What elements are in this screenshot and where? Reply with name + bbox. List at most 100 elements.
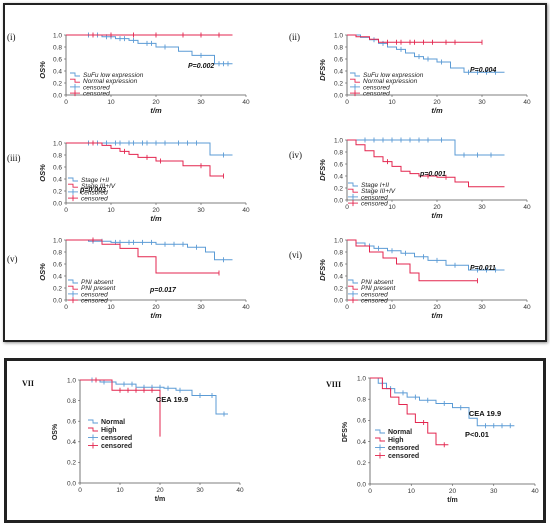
x-tick-label: 10 <box>408 488 416 495</box>
legend-line-symbol <box>348 188 358 193</box>
legend-line-symbol <box>88 419 98 424</box>
y-tick-label: 0.4 <box>67 439 76 446</box>
x-tick-label: 20 <box>152 207 160 214</box>
x-tick-label: 0 <box>345 204 349 211</box>
y-tick-label: 0.0 <box>334 197 343 204</box>
y-tick-label: 0.4 <box>357 439 366 446</box>
legend-label: censored <box>83 91 110 98</box>
x-tick-label: 10 <box>107 207 115 214</box>
legend-label: censored <box>81 291 108 298</box>
x-tick-label: 0 <box>64 207 68 214</box>
y-tick-label: 0.4 <box>334 68 343 75</box>
x-tick-label: 30 <box>490 488 498 495</box>
x-tick-label: 40 <box>531 488 539 495</box>
legend-label: censored <box>81 189 108 196</box>
legend-line-symbol <box>68 285 78 290</box>
legend-label: censored <box>361 291 388 298</box>
legend-label: censored <box>101 443 132 450</box>
km-curve-group-b <box>347 34 482 43</box>
y-tick-label: 0.4 <box>53 273 62 280</box>
p-value-annotation: p=0.017 <box>149 287 177 294</box>
legend-line-symbol <box>375 429 385 434</box>
x-tick-label: 20 <box>433 204 441 211</box>
legend-label: censored <box>363 91 390 98</box>
km-curve-group-a <box>80 379 228 415</box>
x-tick-label: 40 <box>523 304 531 311</box>
y-tick-label: 0.2 <box>334 80 343 87</box>
x-tick-label: 40 <box>242 99 250 106</box>
y-tick-label: 1.0 <box>67 377 76 384</box>
x-tick-label: 0 <box>368 488 372 495</box>
legend-line-symbol <box>348 279 358 284</box>
x-tick-label: 20 <box>433 99 441 106</box>
p-value-annotation: CEA 19.9 <box>156 395 188 404</box>
y-tick-label: 0.0 <box>357 481 366 488</box>
bottom-figure-frame <box>4 358 546 523</box>
y-axis-label: DFS% <box>318 59 327 81</box>
y-tick-label: 0.4 <box>334 173 343 180</box>
x-tick-label: 10 <box>388 304 396 311</box>
panel-label: VIII <box>326 380 341 389</box>
p-value-annotation: p=0.001 <box>419 171 446 178</box>
y-axis-label: DFS% <box>342 421 349 442</box>
y-tick-label: 0.6 <box>334 261 343 268</box>
top-figure-frame <box>3 3 547 342</box>
y-tick-label: 1.0 <box>53 32 62 39</box>
legend-line-symbol <box>375 437 385 442</box>
y-tick-label: 0.2 <box>67 460 76 467</box>
y-tick-label: 0.6 <box>53 56 62 63</box>
x-axis-label: t/m <box>150 106 162 115</box>
legend-line-symbol <box>88 427 98 432</box>
y-tick-label: 0.6 <box>53 261 62 268</box>
y-tick-label: 0.8 <box>334 44 343 51</box>
legend-label: censored <box>81 196 108 203</box>
x-tick-label: 20 <box>156 487 164 494</box>
x-tick-label: 30 <box>197 207 205 214</box>
y-tick-label: 1.0 <box>53 140 62 147</box>
x-axis-label: t/m <box>150 214 162 223</box>
legend-label: censored <box>361 194 388 201</box>
x-axis-label: t/m <box>447 497 458 504</box>
x-axis-label: t/m <box>431 311 443 320</box>
y-tick-label: 0.0 <box>53 92 62 99</box>
x-tick-label: 40 <box>242 304 250 311</box>
legend-label: Stage III+IV <box>81 183 116 190</box>
legend-label: High <box>101 427 117 434</box>
x-tick-label: 20 <box>152 99 160 106</box>
legend-label: censored <box>361 201 388 208</box>
y-tick-label: 1.0 <box>334 237 343 244</box>
y-axis-label: OS% <box>38 164 47 182</box>
x-tick-label: 10 <box>388 99 396 106</box>
y-axis-label: OS% <box>38 61 47 79</box>
y-tick-label: 0.0 <box>334 297 343 304</box>
km-curve-group-b <box>347 139 505 188</box>
y-tick-label: 0.2 <box>334 285 343 292</box>
y-tick-label: 0.0 <box>53 200 62 207</box>
km-curve-group-a <box>66 142 233 156</box>
x-tick-label: 40 <box>236 487 244 494</box>
legend-label: censored <box>363 84 390 91</box>
p-value-annotation: P<0.01 <box>465 430 489 439</box>
x-axis-label: t/m <box>150 311 162 320</box>
y-tick-label: 1.0 <box>357 375 366 382</box>
legend-label: PNI absent <box>81 279 114 286</box>
panel-label: (ii) <box>289 32 300 42</box>
y-tick-label: 0.8 <box>357 397 366 404</box>
y-tick-label: 0.2 <box>53 188 62 195</box>
y-tick-label: 0.6 <box>334 56 343 63</box>
y-tick-label: 0.2 <box>53 285 62 292</box>
x-axis-label: t/m <box>155 496 166 503</box>
y-tick-label: 0.8 <box>53 44 62 51</box>
legend-label: censored <box>83 84 110 91</box>
y-tick-label: 0.8 <box>53 249 62 256</box>
legend-label: censored <box>361 298 388 305</box>
y-tick-label: 0.2 <box>334 185 343 192</box>
panel-label: (v) <box>7 254 18 264</box>
p-value-annotation: CEA 19.9 <box>469 409 501 418</box>
x-tick-label: 20 <box>449 488 457 495</box>
km-curve-group-b <box>80 379 161 437</box>
